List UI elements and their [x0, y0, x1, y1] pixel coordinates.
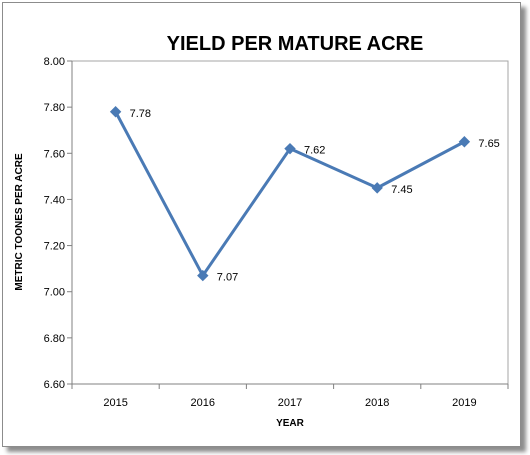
x-tick-label: 2017	[278, 397, 302, 409]
data-label: 7.62	[304, 145, 325, 157]
data-label: 7.65	[478, 138, 499, 150]
x-tick-label: 2018	[365, 397, 389, 409]
y-tick-label: 7.20	[44, 241, 65, 253]
y-tick-label: 8.00	[44, 56, 65, 68]
y-tick-label: 7.40	[44, 194, 65, 206]
y-tick-label: 6.60	[44, 379, 65, 391]
x-tick-label: 2016	[191, 397, 215, 409]
x-axis-title: YEAR	[276, 418, 305, 429]
data-point-marker	[371, 182, 383, 194]
data-label: 7.07	[217, 272, 238, 284]
data-label: 7.78	[130, 108, 151, 120]
data-point-marker	[284, 142, 296, 155]
series-layer: 7.78 7.07 7.62 7.45 7.65	[109, 106, 500, 284]
x-axis: 2015 2016 2017 2018 2019	[71, 383, 509, 409]
y-axis-title: METRIC TOONES PER ACRE	[14, 153, 25, 291]
chart-title: YIELD PER MATURE ACRE	[167, 33, 424, 55]
x-tick-label: 2015	[103, 397, 127, 409]
data-point-marker	[458, 136, 471, 148]
y-axis: 6.60 6.80 7.00 7.20 7.40 7.60 7.80 8.00	[44, 56, 73, 391]
chart-frame	[2, 2, 521, 447]
y-tick-label: 6.80	[44, 333, 65, 345]
data-label: 7.45	[391, 184, 412, 196]
y-tick-label: 7.00	[44, 287, 65, 299]
x-tick-label: 2019	[452, 397, 476, 409]
y-tick-label: 7.60	[44, 148, 65, 160]
data-point-marker	[109, 106, 122, 118]
y-tick-label: 7.80	[44, 102, 65, 114]
data-point-marker	[197, 269, 209, 282]
